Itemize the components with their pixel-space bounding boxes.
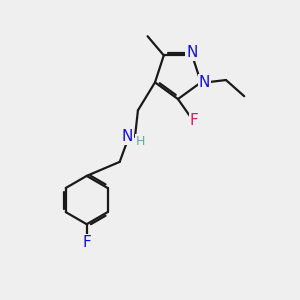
Text: H: H	[136, 135, 145, 148]
Text: F: F	[82, 235, 91, 250]
Text: N: N	[121, 129, 132, 144]
Text: N: N	[187, 45, 198, 60]
Text: N: N	[199, 75, 210, 90]
Text: F: F	[190, 113, 199, 128]
